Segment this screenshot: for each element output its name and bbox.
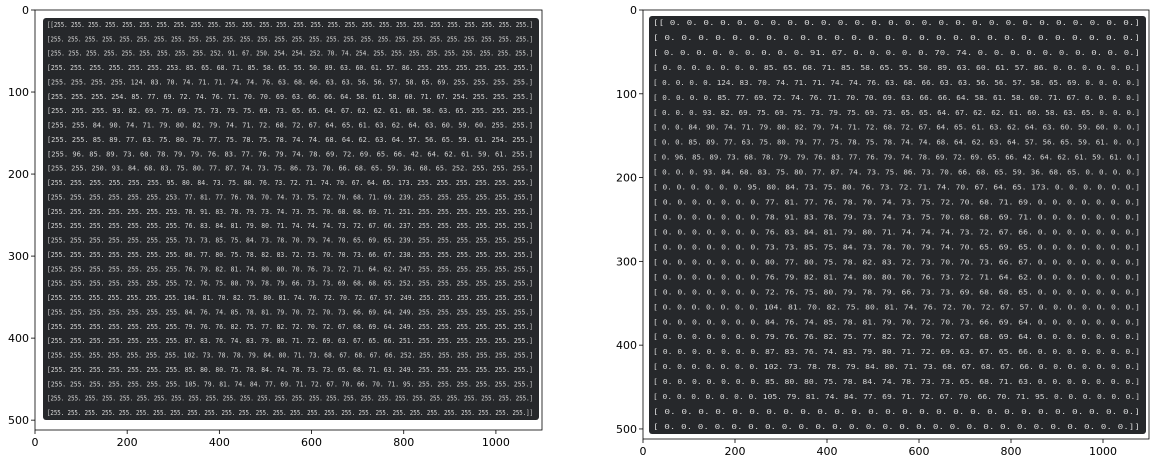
matrix-row: [ 0. 0. 0. 0. 124. 83. 70. 74. 71. 71. 7… — [653, 78, 1140, 87]
matrix-row: [ 0. 0. 0. 93. 82. 69. 75. 69. 75. 73. 7… — [653, 108, 1140, 117]
x-tick-label: 1000 — [482, 436, 510, 449]
matrix-row: [ 0. 0. 0. 0. 0. 0. 0. 0. 0. 0. 0. 0. 0.… — [653, 407, 1140, 416]
matrix-row: [255. 255. 250. 93. 84. 68. 83. 75. 80. … — [47, 164, 533, 173]
matrix-row: [ 0. 0. 0. 0. 0. 0. 0. 80. 77. 80. 75. 7… — [653, 257, 1140, 266]
matrix-row: [255. 255. 255. 255. 255. 255. 255. 255.… — [47, 34, 533, 43]
subplot-1: [[255. 255. 255. 255. 255. 255. 255. 255… — [8, 4, 543, 449]
matrix-row: [ 0. 0. 0. 0. 0. 0. 0. 73. 73. 85. 75. 8… — [653, 242, 1140, 251]
y-tick-label: 300 — [8, 250, 29, 263]
matrix-row: [255. 255. 255. 255. 255. 255. 255. 87. … — [47, 336, 533, 345]
axes-frame — [642, 9, 1150, 440]
y-tick-label: 400 — [616, 339, 637, 352]
matrix-row: [255. 255. 255. 255. 255. 255. 255. 73. … — [47, 236, 533, 245]
matrix-row: [ 0. 0. 0. 0. 0. 0. 0. 76. 79. 82. 81. 7… — [653, 272, 1140, 281]
matrix-row: [ 0. 0. 0. 0. 0. 0. 0. 85. 65. 68. 71. 8… — [653, 63, 1140, 72]
matrix-row: [ 0. 0. 0. 0. 0. 0. 0. 104. 81. 70. 82. … — [653, 302, 1140, 311]
image-panel — [649, 16, 1146, 434]
matrix-row: [255. 255. 255. 255. 255. 255. 255. 84. … — [47, 307, 533, 316]
matrix-row: [ 0. 0. 84. 90. 74. 71. 79. 80. 82. 79. … — [653, 123, 1140, 132]
x-tick-label: 400 — [817, 445, 838, 458]
matrix-row: [ 0. 0. 0. 0. 0. 0. 0. 79. 76. 76. 82. 7… — [653, 332, 1140, 341]
x-tick-label: 0 — [640, 445, 647, 458]
matrix-row: [ 0. 0. 0. 0. 0. 0. 0. 87. 83. 76. 74. 8… — [653, 347, 1140, 356]
matrix-row: [ 0. 0. 0. 0. 0. 0. 0. 105. 79. 81. 74. … — [653, 392, 1140, 401]
matrix-row: [ 0. 0. 0. 93. 84. 68. 83. 75. 80. 77. 8… — [653, 168, 1140, 177]
matrix-row: [255. 255. 255. 255. 255. 255. 255. 76. … — [47, 264, 533, 273]
matrix-row: [ 0. 0. 0. 0. 0. 0. 0. 78. 91. 83. 78. 7… — [653, 213, 1140, 222]
y-tick-label: 200 — [616, 172, 637, 185]
y-tick-label: 400 — [8, 332, 29, 345]
matrix-row: [255. 255. 255. 255. 255. 255. 255. 72. … — [47, 279, 533, 288]
matrix-row: [255. 255. 255. 255. 255. 255. 255. 104.… — [47, 293, 533, 302]
y-tick-label: 500 — [616, 423, 637, 436]
matrix-row: [ 0. 0. 0. 0. 0. 0. 0. 0. 0. 91. 67. 0. … — [653, 48, 1140, 57]
matrix-row: [ 0. 0. 0. 0. 0. 0. 0. 0. 0. 0. 0. 0. 0.… — [653, 33, 1140, 42]
y-tick-label: 500 — [8, 414, 29, 427]
subplot-2: [[ 0. 0. 0. 0. 0. 0. 0. 0. 0. 0. 0. 0. 0… — [616, 4, 1150, 458]
matrix-row: [ 0. 0. 0. 0. 0. 0. 0. 102. 73. 78. 78. … — [653, 362, 1140, 371]
matrix-row: [255. 255. 255. 255. 255. 255. 95. 80. 8… — [47, 178, 533, 187]
matrix-row: [ 0. 0. 0. 0. 0. 0. 0. 77. 81. 77. 76. 7… — [653, 198, 1140, 207]
matrix-row: [255. 255. 84. 90. 74. 71. 79. 80. 82. 7… — [47, 121, 533, 130]
x-tick-label: 400 — [209, 436, 230, 449]
matrix-row: [255. 255. 255. 255. 255. 255. 253. 78. … — [47, 207, 533, 216]
matrix-row: [ 0. 0. 0. 0. 0. 0. 0. 72. 76. 75. 80. 7… — [653, 287, 1140, 296]
matrix-row: [ 0. 96. 85. 89. 73. 68. 78. 79. 79. 76.… — [653, 153, 1140, 162]
matrix-row: [255. 255. 255. 255. 255. 255. 255. 255.… — [47, 394, 533, 403]
matrix-row: [ 0. 0. 0. 0. 0. 0. 0. 76. 83. 84. 81. 7… — [653, 227, 1140, 236]
matrix-row: [ 0. 0. 0. 0. 0. 0. 0. 84. 76. 74. 85. 7… — [653, 317, 1140, 326]
x-tick-label: 800 — [1001, 445, 1022, 458]
matrix-row: [ 0. 0. 0. 0. 0. 0. 0. 0. 0. 0. 0. 0. 0.… — [653, 422, 1140, 431]
axes-frame — [34, 9, 543, 431]
y-tick-label: 100 — [8, 86, 29, 99]
matrix-row: [ 0. 0. 85. 89. 77. 63. 75. 80. 79. 77. … — [653, 138, 1140, 147]
matrix-row: [[ 0. 0. 0. 0. 0. 0. 0. 0. 0. 0. 0. 0. 0… — [653, 18, 1140, 27]
matrix-row: [255. 255. 255. 255. 255. 255. 253. 85. … — [47, 63, 533, 72]
x-tick-label: 200 — [117, 436, 138, 449]
matrix-row: [255. 255. 255. 93. 82. 69. 75. 69. 75. … — [47, 106, 533, 115]
x-tick-label: 0 — [32, 436, 39, 449]
matrix-row: [255. 255. 255. 255. 255. 255. 255. 76. … — [47, 221, 533, 230]
y-tick-label: 200 — [8, 168, 29, 181]
matrix-row: [255. 255. 255. 254. 85. 77. 69. 72. 74.… — [47, 92, 533, 101]
x-tick-label: 800 — [393, 436, 414, 449]
x-tick-label: 600 — [301, 436, 322, 449]
matrix-row: [255. 255. 255. 255. 255. 255. 255. 79. … — [47, 322, 533, 331]
matrix-row: [255. 96. 85. 89. 73. 68. 78. 79. 79. 76… — [47, 149, 533, 158]
matrix-row: [255. 255. 255. 255. 255. 255. 255. 85. … — [47, 365, 533, 374]
matrix-row: [255. 255. 255. 255. 255. 255. 255. 255.… — [47, 49, 533, 58]
x-tick-label: 600 — [909, 445, 930, 458]
x-tick-label: 200 — [725, 445, 746, 458]
matrix-row: [255. 255. 255. 255. 255. 255. 253. 77. … — [47, 192, 533, 201]
matrix-row: [ 0. 0. 0. 0. 0. 0. 95. 80. 84. 73. 75. … — [653, 183, 1140, 192]
matrix-row: [255. 255. 255. 255. 255. 255. 255. 105.… — [47, 379, 533, 388]
matrix-row: [255. 255. 255. 255. 255. 255. 255. 255.… — [47, 408, 533, 417]
matrix-row: [255. 255. 255. 255. 255. 255. 255. 80. … — [47, 250, 533, 259]
image-panel — [43, 18, 539, 420]
x-tick-label: 1000 — [1089, 445, 1117, 458]
y-tick-label: 300 — [616, 255, 637, 268]
y-tick-label: 100 — [616, 88, 637, 101]
matrix-row: [255. 255. 255. 255. 255. 255. 255. 102.… — [47, 351, 533, 360]
matrix-row: [ 0. 0. 0. 0. 0. 0. 0. 85. 80. 80. 75. 7… — [653, 377, 1140, 386]
matrix-row: [ 0. 0. 0. 0. 85. 77. 69. 72. 74. 76. 71… — [653, 93, 1140, 102]
matrix-row: [[255. 255. 255. 255. 255. 255. 255. 255… — [47, 20, 533, 29]
matrix-row: [255. 255. 255. 255. 124. 83. 70. 74. 71… — [47, 77, 533, 86]
matrix-row: [255. 255. 85. 89. 77. 63. 75. 80. 79. 7… — [47, 135, 533, 144]
y-tick-label: 0 — [630, 4, 637, 17]
y-tick-label: 0 — [22, 4, 29, 17]
